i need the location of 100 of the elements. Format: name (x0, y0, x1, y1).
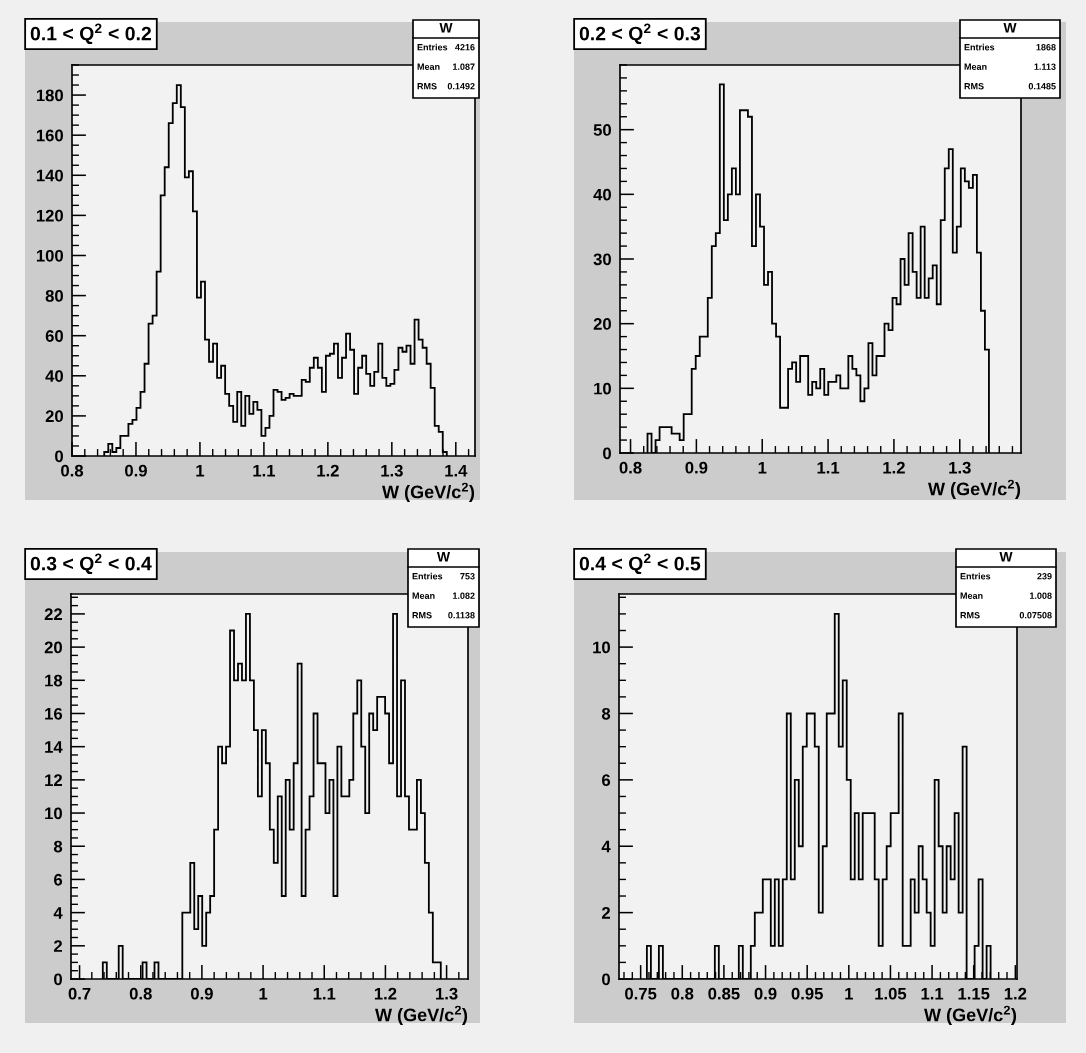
x-axis-title: W (GeV/c$^{2}$) (924, 1005, 1017, 1025)
annotation: 0.1492 (447, 83, 475, 90)
y-tick-label: 20 (45, 410, 63, 423)
text: 239 (1037, 573, 1052, 580)
text: W (439, 23, 453, 33)
annotation: Mean (412, 592, 435, 599)
y-tick-label: 80 (45, 289, 63, 302)
x-tick-label: 0.75 (625, 987, 657, 1000)
x-tick-label: 1.1 (313, 987, 336, 1000)
text: 0.1485 (1028, 83, 1056, 90)
x-tick-label: 0.8 (619, 461, 642, 474)
chart-title: 0.1 < Q$^{2}$ < 0.2 (30, 23, 151, 45)
text: 0.07508 (1019, 612, 1052, 619)
x-axis-title: W (GeV/c$^{2}$) (928, 479, 1021, 499)
y-tick-label: 40 (45, 370, 63, 382)
text: 1.113 (1034, 63, 1056, 70)
y-tick-label: 10 (45, 807, 62, 820)
y-tick-label: 6 (54, 873, 63, 886)
y-tick-label: 160 (36, 129, 63, 142)
chart-title: 0.4 < Q$^{2}$ < 0.5 (579, 553, 701, 575)
y-tick-label: 140 (36, 169, 63, 182)
x-tick-label: 1.1 (921, 987, 944, 1000)
x-tick-label: 0.7 (68, 987, 91, 1000)
text: W (999, 552, 1013, 562)
x-tick-label: 1.15 (958, 987, 990, 1000)
y-tick-label: 40 (593, 188, 611, 201)
x-tick-label: 1.1 (253, 464, 276, 477)
x-axis-title: W (GeV/c$^{2}$) (382, 482, 475, 502)
y-tick-label: 0 (602, 973, 610, 986)
y-tick-label: 4 (601, 840, 611, 853)
y-tick-label: 8 (53, 840, 63, 853)
y-tick-label: 10 (594, 382, 611, 395)
y-tick-label: 6 (602, 774, 611, 787)
x-tick-label: 1.3 (436, 987, 458, 1000)
annotation: Mean (417, 63, 440, 70)
y-tick-label: 20 (593, 318, 611, 330)
annotation: Mean (960, 592, 983, 599)
x-tick-label: 1.2 (374, 987, 397, 1000)
annotation: RMS (412, 612, 432, 619)
annotation: RMS (417, 83, 437, 90)
x-tick-label: 0.8 (671, 987, 694, 1000)
y-tick-label: 20 (44, 641, 62, 654)
y-tick-label: 12 (45, 774, 62, 786)
text: Entries (417, 43, 448, 51)
y-tick-label: 0 (603, 447, 611, 460)
chart-title: 0.2 < Q$^{2}$ < 0.3 (579, 23, 701, 45)
x-tick-label: 0.9 (190, 987, 213, 1000)
x-axis-title: W (GeV/c$^{2}$) (375, 1005, 468, 1025)
x-tick-label: 0.8 (61, 464, 84, 477)
y-tick-label: 120 (36, 209, 63, 222)
annotation: RMS (960, 612, 980, 619)
x-tick-label: 1 (758, 461, 767, 474)
y-tick-label: 2 (53, 940, 62, 952)
x-tick-label: 0.85 (708, 987, 740, 1000)
annotation: Mean (964, 63, 987, 70)
text: W (436, 552, 451, 562)
y-tick-label: 180 (36, 89, 63, 102)
y-tick-label: 50 (593, 124, 611, 136)
text: 753 (460, 573, 475, 580)
x-tick-label: 0.9 (125, 464, 147, 477)
annotation: 1.082 (452, 592, 475, 599)
x-tick-label: 1.4 (445, 464, 468, 477)
y-tick-label: 0 (54, 973, 62, 986)
text: W (1003, 23, 1017, 33)
y-tick-label: 8 (601, 707, 611, 720)
x-tick-label: 1.05 (875, 987, 907, 1000)
chart-title: 0.3 < Q$^{2}$ < 0.4 (30, 553, 152, 575)
x-tick-label: 1.1 (817, 461, 840, 474)
y-tick-label: 0 (55, 450, 63, 463)
text: Entries (964, 43, 995, 51)
y-tick-label: 14 (45, 741, 63, 753)
x-tick-label: 1.2 (1004, 987, 1027, 1000)
annotation: RMS (964, 83, 984, 90)
x-tick-label: 1 (259, 987, 268, 1000)
annotation: 1.087 (452, 63, 475, 70)
y-tick-label: 22 (44, 608, 62, 620)
x-tick-label: 1.3 (949, 461, 971, 474)
y-tick-label: 30 (593, 253, 611, 266)
x-tick-label: 1.3 (381, 464, 403, 477)
x-tick-label: 0.95 (791, 987, 823, 1000)
x-tick-label: 0.9 (754, 987, 777, 1000)
annotation: 0.1138 (448, 612, 475, 619)
y-tick-label: 100 (36, 249, 63, 262)
x-tick-label: 0.8 (129, 987, 152, 1000)
x-tick-label: 0.9 (685, 461, 708, 474)
text: 1868 (1036, 44, 1056, 51)
x-tick-label: 1 (845, 987, 853, 1000)
y-tick-label: 18 (45, 674, 63, 687)
text: Entries (960, 572, 991, 580)
x-tick-label: 1 (196, 464, 205, 477)
y-tick-label: 4 (53, 907, 63, 919)
text: 4216 (455, 44, 475, 51)
y-tick-label: 16 (45, 707, 63, 720)
y-tick-label: 10 (593, 641, 610, 654)
y-tick-label: 60 (45, 330, 63, 342)
y-tick-label: 2 (601, 907, 610, 919)
text: Entries (412, 572, 443, 580)
x-tick-label: 1.2 (317, 464, 339, 477)
text: 1.008 (1029, 592, 1052, 599)
x-tick-label: 1.2 (883, 461, 905, 474)
